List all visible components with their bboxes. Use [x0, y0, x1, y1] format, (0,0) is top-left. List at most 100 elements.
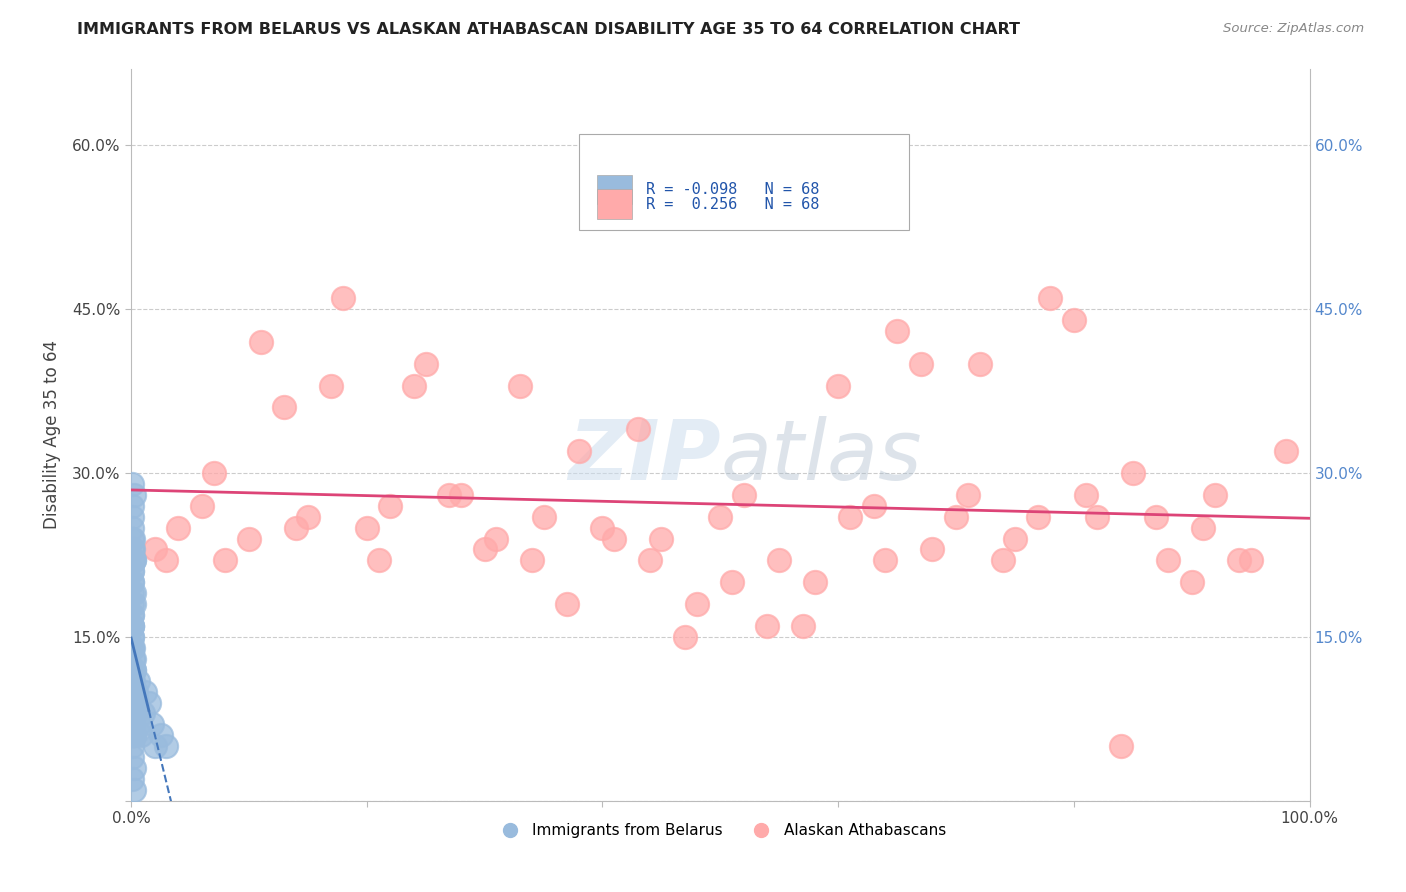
Point [121, 597, 143, 611]
Point [121, 640, 143, 655]
Point [122, 553, 145, 567]
Point [121, 673, 143, 688]
Point [121, 684, 143, 698]
Point [143, 739, 166, 754]
Text: ZIP: ZIP [568, 417, 720, 497]
Text: atlas: atlas [720, 417, 922, 497]
Point [122, 553, 145, 567]
Point [122, 706, 145, 721]
Point [122, 597, 145, 611]
Text: R = -0.098   N = 68: R = -0.098 N = 68 [647, 182, 820, 197]
Text: R =  0.256   N = 68: R = 0.256 N = 68 [647, 196, 820, 211]
Point [827, 378, 849, 392]
Point [124, 706, 146, 721]
Point [122, 728, 145, 742]
Point [121, 586, 143, 600]
Point [650, 532, 672, 546]
Point [756, 619, 779, 633]
Point [1028, 509, 1050, 524]
Point [121, 532, 143, 546]
Point [122, 586, 145, 600]
Point [122, 652, 145, 666]
Point [356, 520, 378, 534]
Point [332, 291, 354, 305]
Point [862, 499, 884, 513]
Point [603, 532, 626, 546]
Point [367, 553, 389, 567]
Point [202, 466, 225, 480]
Point [886, 324, 908, 338]
Point [249, 334, 271, 349]
Point [122, 673, 145, 688]
Point [122, 684, 145, 698]
Point [439, 488, 461, 502]
Point [122, 728, 145, 742]
Point [1157, 553, 1180, 567]
Point [1122, 466, 1144, 480]
Point [910, 357, 932, 371]
Point [121, 608, 143, 623]
Point [803, 575, 825, 590]
Point [121, 630, 143, 644]
Point [1204, 488, 1226, 502]
Point [214, 553, 236, 567]
Point [509, 378, 531, 392]
Point [238, 532, 260, 546]
Point [1227, 553, 1250, 567]
Point [673, 630, 696, 644]
FancyBboxPatch shape [579, 135, 908, 229]
Point [991, 553, 1014, 567]
Point [297, 509, 319, 524]
Point [121, 772, 143, 786]
Point [627, 422, 650, 436]
Point [155, 739, 177, 754]
Point [1192, 520, 1215, 534]
Point [1275, 444, 1298, 458]
Point [122, 663, 145, 677]
Point [121, 608, 143, 623]
Point [128, 717, 150, 731]
Point [122, 652, 145, 666]
Point [121, 696, 143, 710]
Point [122, 761, 145, 775]
Point [122, 706, 145, 721]
Point [121, 509, 143, 524]
Point [125, 696, 148, 710]
Point [122, 717, 145, 731]
Point [285, 520, 308, 534]
Point [1063, 313, 1085, 327]
Point [1144, 509, 1167, 524]
Point [686, 597, 709, 611]
Point [121, 565, 143, 579]
Point [1181, 575, 1204, 590]
Point [520, 553, 543, 567]
Point [415, 357, 437, 371]
Point [733, 488, 755, 502]
Point [122, 553, 145, 567]
Bar [596, 189, 631, 219]
Point [839, 509, 862, 524]
Text: IMMIGRANTS FROM BELARUS VS ALASKAN ATHABASCAN DISABILITY AGE 35 TO 64 CORRELATIO: IMMIGRANTS FROM BELARUS VS ALASKAN ATHAB… [77, 22, 1021, 37]
Legend: Immigrants from Belarus, Alaskan Athabascans: Immigrants from Belarus, Alaskan Athabas… [488, 817, 952, 845]
Point [121, 520, 143, 534]
Point [143, 542, 166, 557]
Point [921, 542, 943, 557]
Point [122, 488, 145, 502]
Point [568, 444, 591, 458]
Point [121, 476, 143, 491]
Point [638, 553, 661, 567]
Point [485, 532, 508, 546]
Point [956, 488, 979, 502]
Point [121, 575, 143, 590]
Point [121, 696, 143, 710]
Point [127, 673, 149, 688]
Point [402, 378, 425, 392]
Point [792, 619, 814, 633]
Point [121, 663, 143, 677]
Point [768, 553, 790, 567]
Point [969, 357, 991, 371]
Y-axis label: Disability Age 35 to 64: Disability Age 35 to 64 [44, 340, 60, 529]
Point [1087, 509, 1109, 524]
Point [122, 783, 145, 797]
Point [121, 630, 143, 644]
